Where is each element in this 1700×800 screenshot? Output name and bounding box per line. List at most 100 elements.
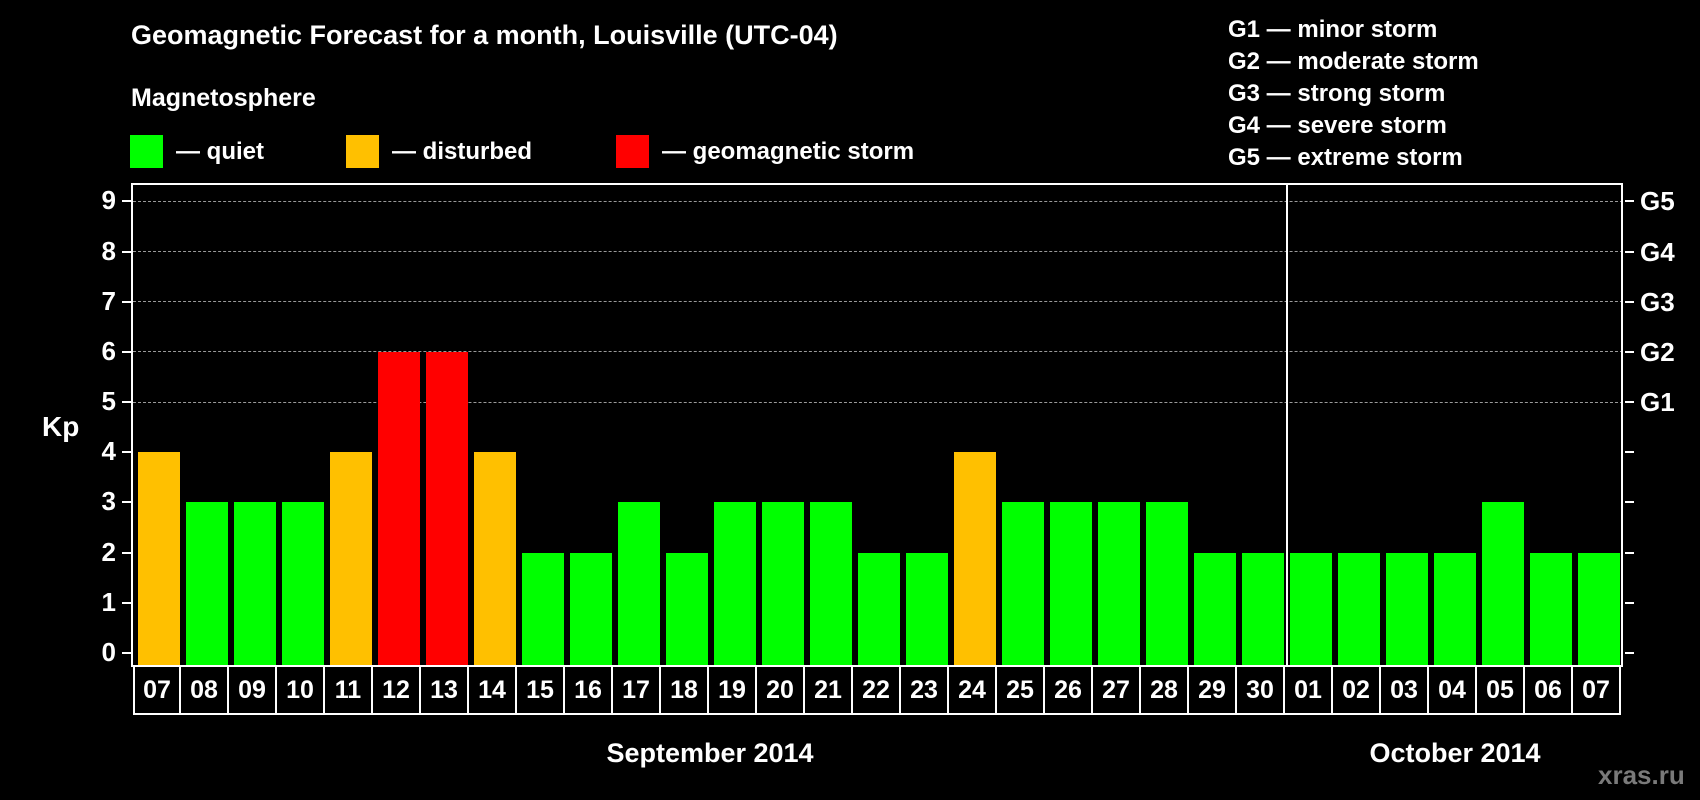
- bar-disturbed: [954, 452, 996, 667]
- x-day-label: 13: [421, 667, 469, 715]
- y-tick-label-0: 0: [101, 637, 116, 667]
- bar-quiet: [186, 502, 228, 667]
- bar-quiet: [1338, 552, 1380, 667]
- bar-quiet: [570, 552, 612, 667]
- x-day-label: 18: [661, 667, 709, 715]
- x-day-label: 17: [613, 667, 661, 715]
- x-day-label: 16: [565, 667, 613, 715]
- x-day-label: 27: [1093, 667, 1141, 715]
- x-day-label: 25: [997, 667, 1045, 715]
- legend-swatch-disturbed: [346, 135, 379, 168]
- y-tick-right-6: [1625, 350, 1634, 353]
- bar-storm: [426, 351, 468, 667]
- x-axis-day-labels: 07 08 09 10 11 12 13 14 15 16 17 18 19 20 21 22 23 24 25 26…: [133, 667, 1623, 717]
- y-tick-label-1: 1: [101, 586, 116, 617]
- bar-storm: [378, 351, 420, 667]
- bar-quiet: [282, 502, 324, 667]
- x-day-label: 23: [901, 667, 949, 715]
- bar-quiet: [1386, 552, 1428, 667]
- bar-quiet: [618, 502, 660, 667]
- gridline-kp-7: [133, 301, 1623, 303]
- legend-swatch-quiet: [130, 135, 163, 168]
- y-tick-label-2: 2: [101, 536, 116, 567]
- bar-disturbed: [330, 452, 372, 667]
- month-divider: [1286, 183, 1288, 667]
- chart-title: Geomagnetic Forecast for a month, Louisv…: [131, 20, 838, 50]
- y-tick-label-9: 9: [101, 185, 116, 216]
- x-day-label: 01: [1285, 667, 1333, 715]
- x-day-label: 08: [181, 667, 229, 715]
- gridline-kp-6: [133, 351, 1623, 353]
- y-tick-right-4: [1625, 451, 1634, 454]
- bar-quiet: [1530, 552, 1572, 667]
- x-day-label: 21: [805, 667, 853, 715]
- y-tick-label-5: 5: [101, 386, 116, 417]
- y-tick-left-5: [122, 401, 131, 404]
- bar-disturbed: [138, 452, 180, 667]
- legend-label-disturbed: — disturbed: [392, 137, 533, 165]
- legend-item-storm: — geomagnetic storm: [616, 135, 914, 168]
- bar-quiet: [1482, 502, 1524, 667]
- bar-quiet: [666, 552, 708, 667]
- legend-label-storm: — geomagnetic storm: [662, 137, 915, 165]
- bar-quiet: [1194, 552, 1236, 667]
- right-axis-label-g1: G1: [1640, 387, 1675, 418]
- x-day-label: 19: [709, 667, 757, 715]
- x-day-label: 12: [373, 667, 421, 715]
- g-legend-g2: G2 — moderate storm: [1228, 48, 1479, 75]
- gridline-kp-9: [133, 200, 1623, 202]
- legend-label-quiet: — quiet: [176, 137, 264, 165]
- bar-quiet: [1002, 502, 1044, 667]
- x-day-label: 02: [1333, 667, 1381, 715]
- x-day-label: 05: [1477, 667, 1525, 715]
- x-day-label: 14: [469, 667, 517, 715]
- bar-quiet: [1098, 502, 1140, 667]
- g-legend-g4: G4 — severe storm: [1228, 112, 1447, 139]
- y-tick-right-9: [1625, 200, 1634, 203]
- y-tick-right-2: [1625, 551, 1634, 554]
- bar-quiet: [1242, 552, 1284, 667]
- gridline-kp-8: [133, 251, 1623, 253]
- y-tick-right-3: [1625, 501, 1634, 504]
- watermark: xras.ru: [1598, 760, 1685, 790]
- x-day-label: 03: [1381, 667, 1429, 715]
- y-tick-left-0: [122, 652, 131, 654]
- bar-quiet: [714, 502, 756, 667]
- bar-quiet: [1050, 502, 1092, 667]
- y-axis-label: Kp: [42, 411, 80, 442]
- month-label-september: September 2014: [606, 738, 814, 768]
- bar-quiet: [522, 552, 564, 667]
- y-tick-right-5: [1625, 401, 1634, 404]
- x-day-label: 09: [229, 667, 277, 715]
- bar-quiet: [234, 502, 276, 667]
- gridline-kp-5: [133, 401, 1623, 403]
- x-day-label: 30: [1237, 667, 1285, 715]
- y-tick-left-3: [122, 501, 131, 504]
- bar-quiet: [762, 502, 804, 667]
- x-day-label: 20: [757, 667, 805, 715]
- chart-subtitle: Magnetosphere: [131, 84, 316, 112]
- g-scale-legend: G1 — minor storm G2 — moderate storm G3 …: [1228, 14, 1479, 174]
- y-tick-label-3: 3: [101, 486, 116, 517]
- y-tick-left-2: [122, 551, 131, 554]
- bar-quiet: [858, 552, 900, 667]
- y-tick-label-8: 8: [101, 235, 116, 266]
- y-tick-left-7: [122, 300, 131, 303]
- g-legend-g3: G3 — strong storm: [1228, 80, 1446, 107]
- y-tick-right-1: [1625, 601, 1634, 604]
- y-tick-label-4: 4: [101, 436, 116, 467]
- y-tick-label-7: 7: [101, 285, 116, 316]
- x-day-label: 06: [1525, 667, 1573, 715]
- y-tick-label-6: 6: [101, 335, 116, 366]
- y-tick-left-8: [122, 250, 131, 253]
- bar-quiet: [1434, 552, 1476, 667]
- x-day-label: 11: [325, 667, 373, 715]
- month-label-october: October 2014: [1369, 738, 1541, 768]
- x-day-label: 07: [133, 667, 181, 715]
- y-tick-right-7: [1625, 300, 1634, 303]
- y-tick-left-6: [122, 350, 131, 353]
- x-day-label: 15: [517, 667, 565, 715]
- y-tick-left-1: [122, 601, 131, 604]
- x-day-label: 28: [1141, 667, 1189, 715]
- right-axis-label-g3: G3: [1640, 286, 1675, 317]
